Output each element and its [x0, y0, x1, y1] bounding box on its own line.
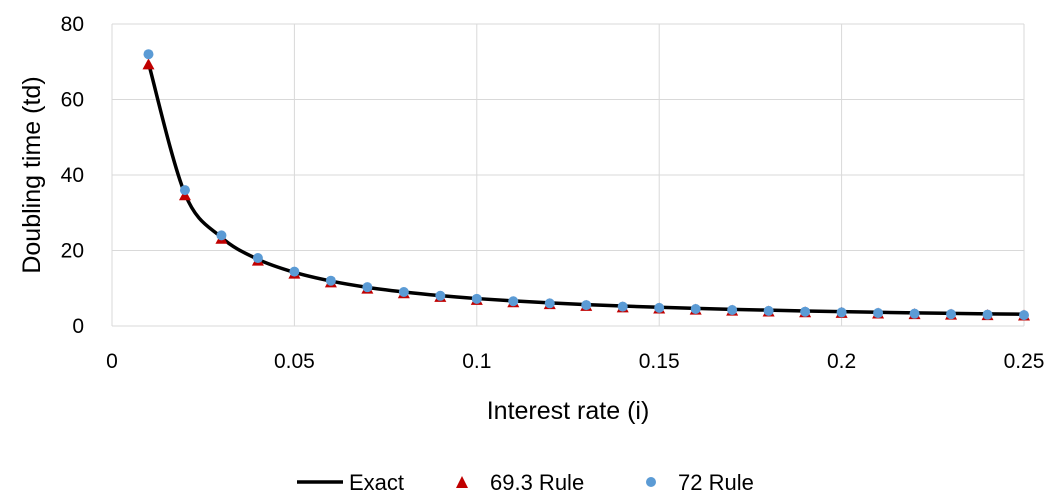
- data-point-72-rule: [143, 49, 154, 60]
- data-point-72-rule: [873, 308, 884, 319]
- x-tick-label: 0.1: [462, 350, 491, 373]
- legend-69-3-rule-label: 69.3 Rule: [490, 470, 584, 495]
- y-tick-label: 60: [61, 89, 84, 112]
- data-point-72-rule: [690, 304, 701, 315]
- legend: Exact 69.3 Rule 72 Rule: [297, 470, 754, 495]
- x-tick-label: 0: [106, 350, 118, 373]
- x-tick-label: 0.15: [639, 350, 680, 373]
- y-tick-label: 40: [61, 164, 84, 187]
- legend-72-rule-swatch: [646, 477, 656, 487]
- data-point-72-rule: [289, 266, 300, 277]
- data-point-72-rule: [727, 304, 738, 315]
- data-point-72-rule: [508, 296, 519, 307]
- data-point-72-rule: [1019, 310, 1029, 321]
- data-point-69-3-rule: [142, 58, 155, 70]
- data-point-72-rule: [471, 293, 482, 304]
- y-tick-label: 0: [72, 315, 84, 338]
- data-point-72-rule: [179, 185, 190, 196]
- x-tick-label: 0.05: [274, 350, 315, 373]
- data-point-72-rule: [252, 253, 263, 264]
- y-axis-title: Doubling time (td): [18, 76, 46, 273]
- series-line-exact: [146, 62, 1025, 317]
- y-tick-label: 20: [61, 240, 84, 263]
- data-point-72-rule: [581, 300, 592, 311]
- data-point-72-rule: [544, 298, 555, 309]
- data-point-72-rule: [654, 302, 665, 313]
- data-point-72-rule: [617, 301, 628, 312]
- x-axis-title: Interest rate (i): [487, 397, 650, 425]
- data-point-72-rule: [982, 309, 993, 320]
- data-point-72-rule: [216, 230, 227, 241]
- data-point-72-rule: [325, 275, 336, 286]
- legend-69-3-rule-swatch: [456, 476, 468, 488]
- y-axis-ticks: 0 20 40 60 80: [61, 13, 84, 338]
- y-tick-label: 80: [61, 13, 84, 36]
- data-point-72-rule: [836, 307, 847, 318]
- data-point-72-rule: [398, 287, 409, 298]
- data-point-72-rule: [800, 306, 811, 317]
- data-point-72-rule: [946, 309, 957, 320]
- data-point-72-rule: [435, 290, 446, 301]
- x-tick-label: 0.2: [827, 350, 856, 373]
- legend-exact-label: Exact: [349, 470, 404, 495]
- data-point-72-rule: [909, 308, 920, 319]
- x-tick-label: 0.25: [1004, 350, 1045, 373]
- x-axis-ticks: 0 0.05 0.1 0.15 0.2 0.25: [106, 350, 1044, 373]
- plot-series: [142, 49, 1030, 321]
- legend-72-rule-label: 72 Rule: [678, 470, 754, 495]
- data-point-72-rule: [763, 305, 774, 316]
- gridlines: [111, 23, 1025, 327]
- data-point-72-rule: [362, 282, 373, 293]
